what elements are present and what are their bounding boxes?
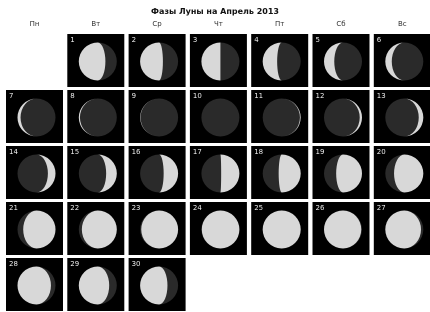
day-number: 6 <box>377 36 382 44</box>
day-number: 8 <box>70 92 74 100</box>
day-number: 11 <box>254 92 263 100</box>
day-number: 4 <box>254 36 259 44</box>
day-cell: 5 <box>313 34 370 87</box>
day-number: 27 <box>377 204 386 212</box>
day-cell: 18 <box>251 146 308 199</box>
day-number: 17 <box>193 148 202 156</box>
day-cell: 12 <box>313 90 370 143</box>
day-cell: 1 <box>67 34 124 87</box>
moon-dark <box>201 99 239 137</box>
day-cell: 10 <box>190 90 247 143</box>
day-number: 7 <box>9 92 13 100</box>
day-number: 10 <box>193 92 202 100</box>
moon-calendar: Фазы Луны на Апрель 2013 Пн Вт Ср Чт Пт Сб Вс 1… <box>0 0 430 312</box>
day-cell: 13 <box>374 90 430 143</box>
day-cell: 2 <box>129 34 186 87</box>
day-cell: 24 <box>190 202 247 255</box>
day-number: 13 <box>377 92 386 100</box>
day-cell: 4 <box>251 34 308 87</box>
day-number: 3 <box>193 36 197 44</box>
day-cell: 15 <box>67 146 124 199</box>
day-cell: 28 <box>6 258 63 311</box>
day-number: 20 <box>377 148 386 156</box>
day-number: 9 <box>132 92 136 100</box>
day-cell: 23 <box>129 202 186 255</box>
day-number: 1 <box>70 36 74 44</box>
day-number: 18 <box>254 148 263 156</box>
day-cell: 19 <box>313 146 370 199</box>
weekday: Вс <box>398 20 407 28</box>
day-number: 12 <box>316 92 325 100</box>
weekday: Ср <box>152 20 162 28</box>
day-number: 22 <box>70 204 79 212</box>
weekday: Чт <box>214 20 223 28</box>
day-cell: 21 <box>6 202 63 255</box>
day-cell: 22 <box>67 202 124 255</box>
day-cell: 8 <box>67 90 124 143</box>
moon-lit <box>324 211 361 249</box>
day-number: 2 <box>132 36 136 44</box>
day-number: 28 <box>9 260 18 268</box>
day-number: 30 <box>132 260 141 268</box>
day-cell: 26 <box>313 202 370 255</box>
weekday: Пт <box>275 20 284 28</box>
day-cell: 30 <box>129 258 186 311</box>
day-number: 23 <box>132 204 141 212</box>
day-cell: 7 <box>6 90 63 143</box>
day-number: 29 <box>70 260 79 268</box>
moon-lit <box>202 211 240 249</box>
day-number: 5 <box>316 36 320 44</box>
day-cell: 17 <box>190 146 247 199</box>
day-cell: 25 <box>251 202 308 255</box>
weekday: Сб <box>336 20 345 28</box>
day-number: 19 <box>316 148 325 156</box>
day-number: 21 <box>9 204 18 212</box>
day-cell: 20 <box>374 146 430 199</box>
moon-lit <box>141 211 178 249</box>
day-number: 26 <box>316 204 325 212</box>
day-cell: 6 <box>374 34 430 87</box>
day-cell: 11 <box>251 90 308 143</box>
day-cell: 27 <box>374 202 430 255</box>
day-number: 24 <box>193 204 202 212</box>
day-number: 25 <box>254 204 263 212</box>
day-cell: 9 <box>129 90 186 143</box>
moon-lit <box>263 211 301 249</box>
day-number: 15 <box>70 148 79 156</box>
day-number: 14 <box>9 148 18 156</box>
title: Фазы Луны на Апрель 2013 <box>151 7 279 16</box>
weekday: Вт <box>91 20 100 28</box>
day-cell: 3 <box>190 34 247 87</box>
day-number: 16 <box>132 148 141 156</box>
day-cell: 29 <box>67 258 124 311</box>
day-cell: 16 <box>129 146 186 199</box>
day-cell: 14 <box>6 146 63 199</box>
weekday: Пн <box>30 20 40 28</box>
